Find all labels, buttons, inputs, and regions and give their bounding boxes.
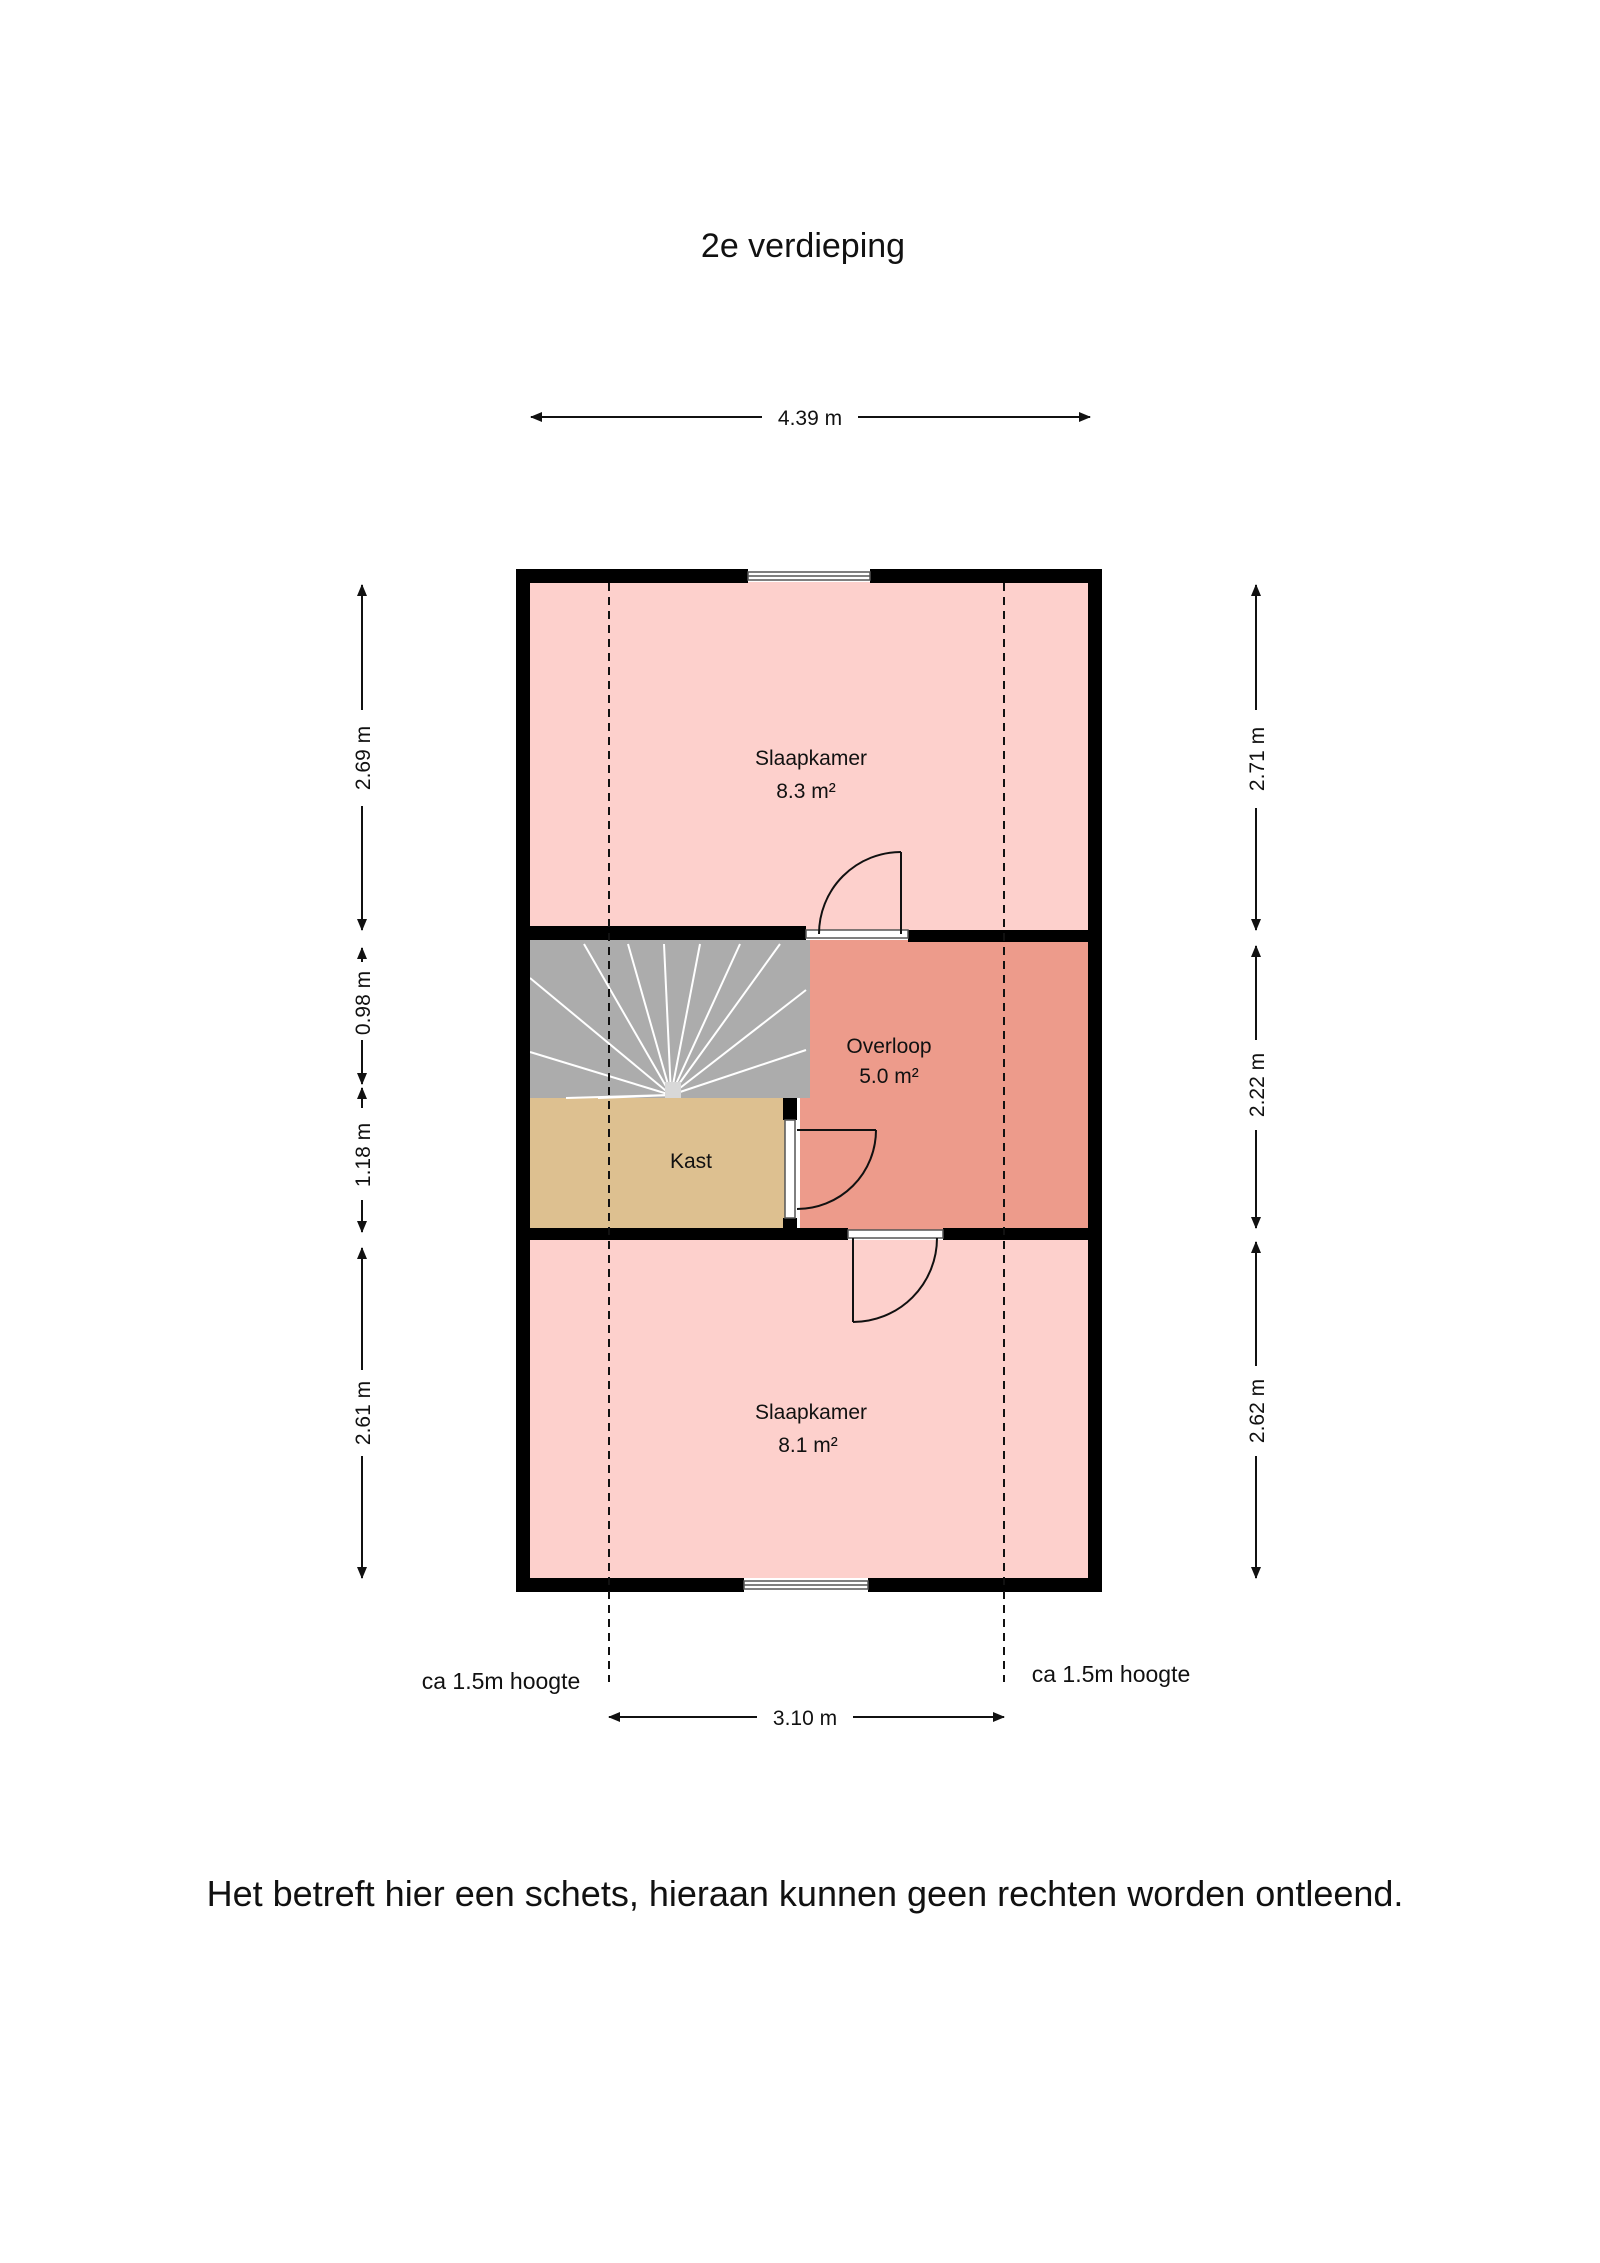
room-landing-area: 5.0 m² xyxy=(859,1065,919,1088)
door-swing-icon xyxy=(847,1229,944,1323)
walls xyxy=(516,569,1102,1592)
door-swing-icon xyxy=(784,1119,877,1219)
dimension-left-4: 2.61 m xyxy=(352,1381,375,1445)
disclaimer: Het betreft hier een schets, hieraan kun… xyxy=(207,1873,1404,1914)
dimension-top-width-label: 4.39 m xyxy=(778,407,842,430)
page-title: 2e verdieping xyxy=(701,227,905,265)
room-bedroom-top xyxy=(530,582,1091,934)
room-landing xyxy=(800,940,1091,1234)
room-bedroom-top-area: 8.3 m² xyxy=(776,780,836,803)
room-bedroom-bottom xyxy=(530,1240,1091,1578)
dimension-bottom-width-label: 3.10 m xyxy=(773,1707,837,1730)
note-height-right: ca 1.5m hoogte xyxy=(1032,1661,1191,1687)
dimension-right-2: 2.22 m xyxy=(1246,1053,1269,1117)
door-swing-icon xyxy=(805,851,909,939)
dimension-right-3: 2.62 m xyxy=(1246,1379,1269,1443)
stairs-icon xyxy=(529,940,810,1099)
room-closet xyxy=(530,1098,790,1233)
dimension-left-2: 0.98 m xyxy=(352,971,375,1035)
dimension-top-width: 4.39 m xyxy=(530,407,1091,430)
note-height-left: ca 1.5m hoogte xyxy=(422,1668,581,1694)
dimension-right-1: 2.71 m xyxy=(1246,727,1269,791)
room-bedroom-bottom-name: Slaapkamer xyxy=(755,1401,867,1424)
room-bedroom-top-name: Slaapkamer xyxy=(755,747,867,770)
room-closet-name: Kast xyxy=(670,1150,712,1173)
dimension-bottom-width: 3.10 m xyxy=(608,1707,1005,1730)
room-bedroom-bottom-area: 8.1 m² xyxy=(778,1434,838,1457)
room-landing-name: Overloop xyxy=(846,1035,931,1058)
window-icon xyxy=(747,571,871,581)
dimension-left-1: 2.69 m xyxy=(352,726,375,790)
window-icon xyxy=(743,1580,869,1590)
dimension-left-3: 1.18 m xyxy=(352,1123,375,1187)
